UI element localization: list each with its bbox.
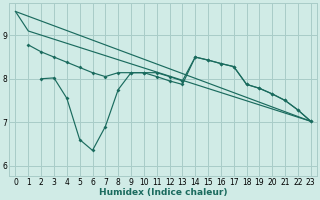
X-axis label: Humidex (Indice chaleur): Humidex (Indice chaleur)	[99, 188, 228, 197]
